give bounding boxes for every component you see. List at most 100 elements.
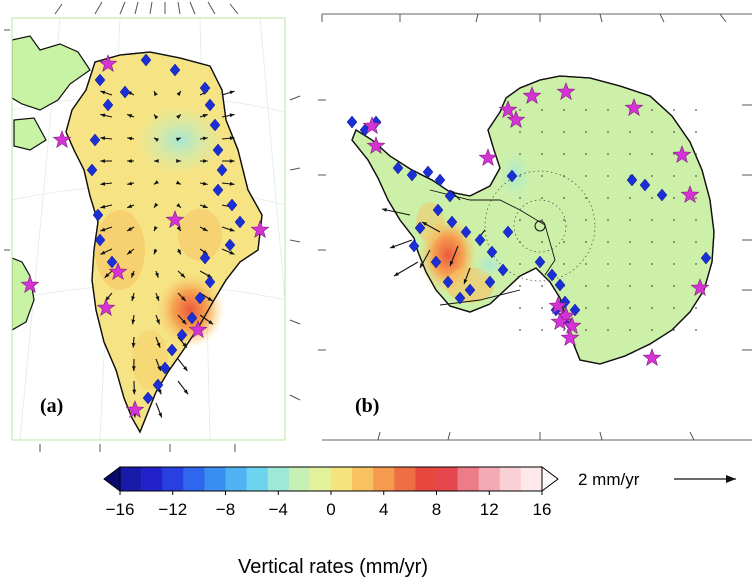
antarctica-star-7 <box>672 145 692 163</box>
greenland-arrow-29 <box>221 181 235 186</box>
antarctica-diamond-19 <box>430 255 442 269</box>
greenland-star-6 <box>188 320 208 338</box>
panel-label-a: (a) <box>40 395 63 417</box>
greenland-diamond-1 <box>169 63 181 77</box>
antarctica-diamond-9 <box>446 215 458 229</box>
colorbar-title: Vertical rates (mm/yr) <box>238 556 428 578</box>
greenland-diamond-0 <box>140 53 152 67</box>
greenland-diamond-24 <box>166 343 178 357</box>
colorbar-tick-7: 12 <box>480 500 499 519</box>
greenland-diamond-16 <box>226 198 238 212</box>
greenland-arrow-16 <box>199 136 208 141</box>
colorbar-tick-1: −12 <box>158 500 187 519</box>
greenland-arrow-44 <box>153 248 158 255</box>
greenland-arrow-48 <box>104 270 113 279</box>
greenland-arrow-23 <box>221 159 235 163</box>
greenland-arrow-54 <box>131 292 135 302</box>
panel-antarctica <box>322 18 752 440</box>
colorbar-cell-17 <box>478 467 501 491</box>
colorbar-cell-1 <box>141 467 163 491</box>
greenland-arrow-68 <box>132 380 137 395</box>
antarctica-diamond-4 <box>406 168 418 182</box>
antarctica-diamond-33 <box>700 251 712 265</box>
greenland-diamond-13 <box>212 143 224 157</box>
greenland-arrow-30 <box>100 204 113 209</box>
colorbar-tick-3: −4 <box>269 500 288 519</box>
greenland-arrow-34 <box>199 204 208 209</box>
colorbar-tick-5: 4 <box>379 500 388 519</box>
antarctica-star-6 <box>624 98 644 116</box>
frame-ticks-b <box>318 13 752 441</box>
greenland-diamond-8 <box>94 233 106 247</box>
antarctica-star-10 <box>690 278 710 296</box>
antarctica-diamond-20 <box>442 275 454 289</box>
antarctica-diamond-11 <box>474 233 486 247</box>
greenland-arrow-3 <box>176 90 182 96</box>
greenland-arrow-22 <box>199 159 208 163</box>
greenland-arrow-72 <box>155 402 163 418</box>
greenland-arrow-70 <box>177 380 189 395</box>
greenland-arrow-62 <box>131 336 136 348</box>
greenland-arrow-19 <box>127 159 135 163</box>
greenland-star-8 <box>20 275 40 293</box>
greenland-diamond-2 <box>94 73 106 87</box>
colorbar-cell-7 <box>267 467 290 491</box>
greenland-arrow-60 <box>177 314 187 325</box>
colorbar-cell-5 <box>225 467 247 491</box>
greenland-arrow-26 <box>153 180 159 185</box>
greenland-star-0 <box>98 54 118 72</box>
antarctica-star-9 <box>478 148 498 166</box>
greenland-arrow-18 <box>100 159 113 163</box>
antarctica-star-5 <box>556 82 576 100</box>
antarctica-diamond-24 <box>546 268 558 282</box>
greenland-arrow-58 <box>131 314 136 325</box>
colorbar-cell-19 <box>520 467 543 491</box>
antarctica-diamond-12 <box>486 245 498 259</box>
panel-label-b: (b) <box>355 395 379 417</box>
greenland-arrow-24 <box>100 181 113 186</box>
colorbar-tick-0: −16 <box>106 500 135 519</box>
antarctica-diamond-22 <box>506 169 518 183</box>
gps-sites-greenland <box>86 53 246 405</box>
greenland-diamond-22 <box>186 311 198 325</box>
greenland-arrow-61 <box>199 314 214 325</box>
greenland-arrow-51 <box>177 270 186 279</box>
antarctica-star-2 <box>498 100 518 118</box>
greenland-diamond-5 <box>89 133 101 147</box>
greenland-diamond-14 <box>216 163 228 177</box>
greenland-arrow-8 <box>153 114 159 120</box>
antarctica-star-8 <box>680 185 700 203</box>
antarctica-arrow-0 <box>381 208 411 216</box>
greenland-diamond-19 <box>199 251 211 265</box>
greenland-diamond-10 <box>199 81 211 95</box>
greenland-arrow-49 <box>130 270 135 278</box>
greenland-arrow-50 <box>155 270 159 278</box>
antarctica-diamond-8 <box>432 203 444 217</box>
greenland-arrow-38 <box>153 226 158 232</box>
antarctica-diamond-3 <box>392 161 404 175</box>
scale-label: 2 mm/yr <box>578 470 640 489</box>
greenland-arrow-47 <box>221 248 235 255</box>
greenland-diamond-27 <box>142 391 154 405</box>
colorbar-max-arrow <box>541 466 559 492</box>
greenland-arrow-2 <box>153 90 158 97</box>
baffin-island <box>12 257 35 331</box>
antarctica-star-15 <box>560 328 580 346</box>
greenland-arrow-9 <box>176 114 182 119</box>
greenland-diamond-25 <box>159 361 171 375</box>
greenland-star-2 <box>165 210 185 228</box>
panel-greenland <box>12 18 285 440</box>
greenland-arrow-64 <box>177 336 188 348</box>
antarctica-star-4 <box>522 86 542 104</box>
gps-sites-antarctica <box>346 115 712 329</box>
greenland-star-5 <box>96 298 116 316</box>
antarctica-diamond-13 <box>497 263 509 277</box>
antarctica-diamond-17 <box>414 221 426 235</box>
greenland-arrow-42 <box>100 248 113 255</box>
antarctica-diamond-6 <box>434 173 446 187</box>
greenland-arrow-32 <box>153 202 159 209</box>
frame-ticks-a <box>4 1 301 452</box>
colorbar-cell-3 <box>183 467 205 491</box>
antarctica-star-12 <box>548 296 568 314</box>
antarctica-arrow-2 <box>393 261 419 277</box>
